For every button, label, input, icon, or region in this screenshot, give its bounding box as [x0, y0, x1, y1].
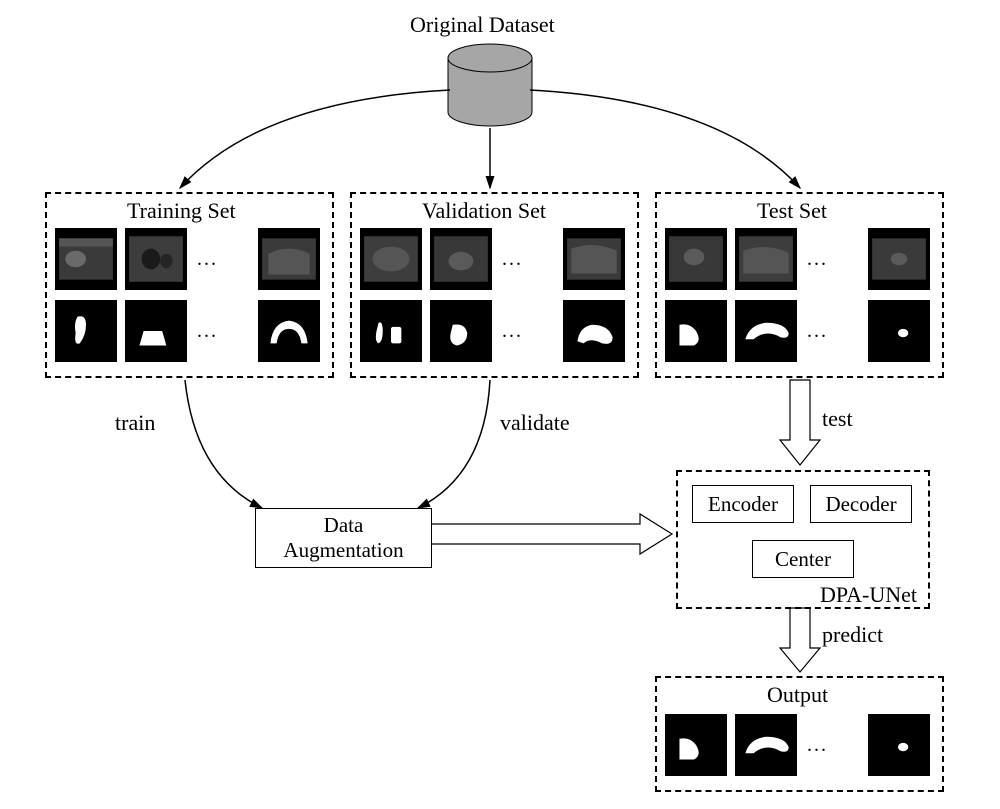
thumb-mask [665, 714, 727, 776]
arrow-test-down [780, 380, 820, 465]
arrow-train [185, 380, 262, 508]
thumb-ultrasound [360, 228, 422, 290]
training-set-title: Training Set [127, 198, 236, 224]
arrow-validate [418, 380, 490, 508]
arrow-to-test [530, 90, 800, 188]
thumb-ultrasound [868, 228, 930, 290]
thumb-mask [125, 300, 187, 362]
thumb-mask [55, 300, 117, 362]
thumb-ultrasound [665, 228, 727, 290]
thumb-mask [735, 300, 797, 362]
thumb-mask [563, 300, 625, 362]
label-validate: validate [500, 410, 570, 436]
thumb-ultrasound [735, 228, 797, 290]
center-box: Center [752, 540, 854, 578]
output-title: Output [767, 682, 828, 708]
thumb-mask [360, 300, 422, 362]
thumb-mask [430, 300, 492, 362]
decoder-box: Decoder [810, 485, 912, 523]
ellipsis: ... [807, 248, 828, 271]
encoder-box: Encoder [692, 485, 794, 523]
arrow-predict-down [780, 608, 820, 672]
ellipsis: ... [197, 248, 218, 271]
thumb-ultrasound [563, 228, 625, 290]
data-augmentation-box: Data Augmentation [255, 508, 432, 568]
thumb-mask [258, 300, 320, 362]
dataset-cylinder [448, 44, 532, 126]
thumb-ultrasound [430, 228, 492, 290]
encoder-label: Encoder [708, 492, 778, 517]
thumb-ultrasound [258, 228, 320, 290]
test-set-title: Test Set [757, 198, 827, 224]
ellipsis: ... [197, 320, 218, 343]
ellipsis: ... [807, 734, 828, 757]
decoder-label: Decoder [825, 492, 896, 517]
ellipsis: ... [807, 320, 828, 343]
label-train: train [115, 410, 155, 436]
label-test: test [822, 406, 853, 432]
validation-set-title: Validation Set [422, 198, 546, 224]
network-name: DPA-UNet [820, 582, 917, 608]
augmentation-line1: Data [324, 513, 364, 538]
label-predict: predict [822, 622, 883, 648]
thumb-mask [665, 300, 727, 362]
arrow-augment-to-network [430, 514, 672, 554]
thumb-ultrasound [55, 228, 117, 290]
center-label: Center [775, 547, 831, 572]
thumb-mask [735, 714, 797, 776]
arrow-to-training [180, 90, 450, 188]
ellipsis: ... [502, 248, 523, 271]
thumb-mask [868, 300, 930, 362]
ellipsis: ... [502, 320, 523, 343]
title: Original Dataset [410, 12, 555, 38]
thumb-mask [868, 714, 930, 776]
thumb-ultrasound [125, 228, 187, 290]
augmentation-line2: Augmentation [283, 538, 403, 563]
